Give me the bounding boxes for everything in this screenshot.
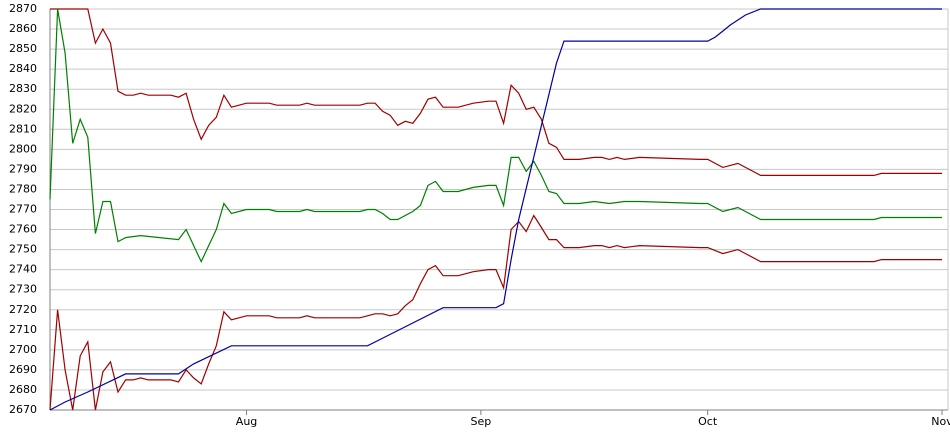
y-tick-label: 2720 bbox=[9, 303, 37, 316]
series-line bbox=[50, 8, 942, 176]
y-tick-label: 2860 bbox=[9, 22, 37, 35]
y-tick-label: 2780 bbox=[9, 182, 37, 195]
y-tick-label: 2730 bbox=[9, 283, 37, 296]
y-tick-label: 2700 bbox=[9, 343, 37, 356]
y-tick-label: 2870 bbox=[9, 2, 37, 15]
x-tick-label: Nov bbox=[931, 415, 950, 428]
y-tick-label: 2820 bbox=[9, 102, 37, 115]
y-tick-label: 2710 bbox=[9, 323, 37, 336]
y-tick-label: 2740 bbox=[9, 263, 37, 276]
y-tick-label: 2830 bbox=[9, 82, 37, 95]
x-tick-label: Sep bbox=[471, 415, 492, 428]
y-tick-label: 2810 bbox=[9, 122, 37, 135]
y-tick-label: 2800 bbox=[9, 142, 37, 155]
y-tick-label: 2690 bbox=[9, 363, 37, 376]
y-tick-label: 2790 bbox=[9, 162, 37, 175]
y-tick-label: 2680 bbox=[9, 383, 37, 396]
y-tick-label: 2750 bbox=[9, 243, 37, 256]
y-tick-label: 2670 bbox=[9, 403, 37, 416]
x-tick-label: Oct bbox=[698, 415, 718, 428]
y-tick-label: 2850 bbox=[9, 42, 37, 55]
y-tick-label: 2840 bbox=[9, 62, 37, 75]
series-line bbox=[49, 8, 942, 264]
series-line bbox=[49, 8, 942, 411]
y-tick-label: 2760 bbox=[9, 223, 37, 236]
series-line bbox=[49, 214, 942, 411]
x-tick-label: Aug bbox=[236, 415, 257, 428]
y-tick-label: 2770 bbox=[9, 203, 37, 216]
